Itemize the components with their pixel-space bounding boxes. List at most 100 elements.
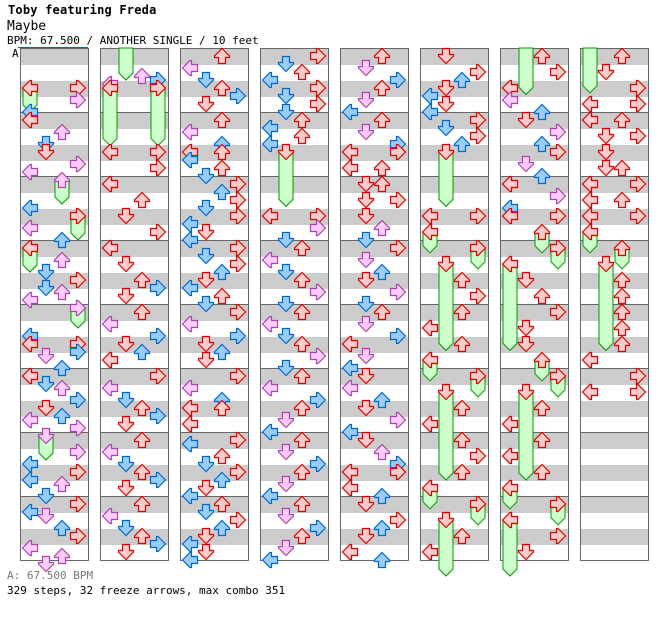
arrow-right-red-icon (629, 207, 647, 225)
arrow-left-red-icon (501, 447, 519, 465)
arrow-down-red-icon (357, 495, 375, 513)
arrow-left-red-icon (21, 79, 39, 97)
arrow-up-red-icon (133, 399, 151, 417)
arrow-right-pink-icon (69, 299, 87, 317)
arrow-up-red-icon (133, 191, 151, 209)
arrow-down-red-icon (117, 479, 135, 497)
arrow-up-red-icon (613, 47, 631, 65)
arrow-left-blue-icon (261, 71, 279, 89)
arrow-down-red-icon (117, 335, 135, 353)
arrow-left-pink-icon (21, 163, 39, 181)
arrow-down-red-icon (197, 95, 215, 113)
arrow-left-blue-icon (181, 215, 199, 233)
arrow-right-pink-icon (69, 91, 87, 109)
arrow-down-red-icon (357, 207, 375, 225)
arrow-down-red-icon (357, 431, 375, 449)
arrow-up-red-icon (213, 111, 231, 129)
arrow-up-red-icon (453, 527, 471, 545)
arrow-left-pink-icon (101, 315, 119, 333)
arrow-up-red-icon (293, 239, 311, 257)
arrow-left-blue-icon (21, 199, 39, 217)
freeze-body-down (598, 263, 614, 352)
arrow-down-pink-icon (37, 507, 55, 525)
arrow-up-red-icon (213, 495, 231, 513)
bpm-marker-line (18, 47, 88, 48)
arrow-right-red-icon (469, 287, 487, 305)
arrow-right-blue-icon (309, 519, 327, 537)
arrow-right-red-icon (389, 511, 407, 529)
arrow-left-pink-icon (21, 411, 39, 429)
arrow-up-red-icon (373, 47, 391, 65)
arrow-left-red-icon (421, 319, 439, 337)
arrow-right-red-icon (469, 63, 487, 81)
step-stats: 329 steps, 32 freeze arrows, max combo 3… (7, 584, 286, 597)
arrow-right-red-icon (69, 271, 87, 289)
arrow-right-pink-icon (389, 411, 407, 429)
freeze-body-continued-down (518, 47, 534, 96)
arrow-right-red-icon (549, 143, 567, 161)
arrow-down-blue-icon (277, 231, 295, 249)
freeze-body-down (438, 519, 454, 577)
arrow-right-red-icon (149, 143, 167, 161)
arrow-right-red-icon (229, 191, 247, 209)
arrow-right-red-icon (549, 303, 567, 321)
arrow-up-blue-icon (213, 183, 231, 201)
arrow-up-pink-icon (53, 171, 71, 189)
arrow-right-red-icon (629, 367, 647, 385)
arrow-down-pink-icon (37, 347, 55, 365)
arrow-left-blue-icon (181, 551, 199, 569)
arrow-left-blue-icon (181, 231, 199, 249)
arrow-down-blue-icon (197, 167, 215, 185)
arrow-right-pink-icon (69, 419, 87, 437)
chart-info: BPM: 67.500 / ANOTHER SINGLE / 10 feet (7, 34, 259, 47)
arrow-left-blue-icon (21, 503, 39, 521)
arrow-right-pink-icon (309, 283, 327, 301)
arrow-down-red-icon (37, 399, 55, 417)
arrow-up-red-icon (133, 431, 151, 449)
arrow-left-pink-icon (181, 123, 199, 141)
arrow-right-blue-icon (69, 391, 87, 409)
arrow-up-red-icon (213, 79, 231, 97)
arrow-down-blue-icon (277, 295, 295, 313)
arrow-down-pink-icon (357, 59, 375, 77)
arrow-up-blue-icon (53, 407, 71, 425)
arrow-down-red-icon (117, 415, 135, 433)
arrow-left-pink-icon (181, 315, 199, 333)
arrow-up-blue-icon (373, 551, 391, 569)
arrow-left-pink-icon (21, 539, 39, 557)
arrow-down-red-icon (197, 543, 215, 561)
arrow-left-red-icon (21, 239, 39, 257)
arrow-up-red-icon (533, 223, 551, 241)
arrow-left-red-icon (581, 175, 599, 193)
arrow-right-red-icon (69, 207, 87, 225)
arrow-up-red-icon (293, 431, 311, 449)
arrow-up-red-icon (533, 287, 551, 305)
arrow-right-blue-icon (229, 87, 247, 105)
arrow-right-pink-icon (309, 347, 327, 365)
arrow-up-red-icon (373, 175, 391, 193)
arrow-down-blue-icon (357, 295, 375, 313)
arrow-right-blue-icon (149, 279, 167, 297)
arrow-left-red-icon (421, 479, 439, 497)
arrow-up-red-icon (533, 47, 551, 65)
arrow-up-red-icon (133, 495, 151, 513)
freeze-body-left (502, 263, 518, 352)
arrow-up-pink-icon (133, 67, 151, 85)
arrow-down-blue-icon (277, 359, 295, 377)
arrow-left-red-icon (101, 239, 119, 257)
arrow-up-red-icon (213, 143, 231, 161)
arrow-up-blue-icon (533, 167, 551, 185)
arrow-right-blue-icon (149, 535, 167, 553)
arrow-left-red-icon (21, 367, 39, 385)
freeze-body-down (438, 391, 454, 481)
arrow-right-red-icon (149, 223, 167, 241)
arrow-right-red-icon (389, 143, 407, 161)
arrow-left-red-icon (181, 399, 199, 417)
arrow-down-red-icon (517, 543, 535, 561)
arrow-up-red-icon (293, 463, 311, 481)
bpm-summary: A: 67.500 BPM (7, 569, 94, 582)
arrow-down-pink-icon (357, 123, 375, 141)
arrow-left-blue-icon (261, 135, 279, 153)
arrow-up-blue-icon (533, 135, 551, 153)
arrow-right-red-icon (549, 527, 567, 545)
